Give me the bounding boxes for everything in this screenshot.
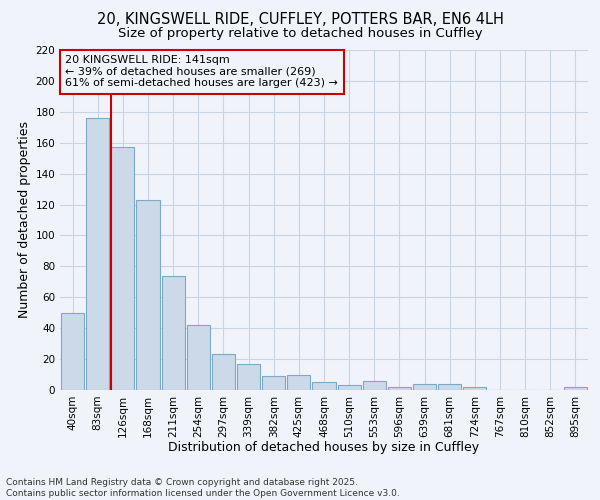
Bar [111, 148, 134, 390]
Bar [463, 387, 487, 390]
Bar [212, 354, 235, 390]
Text: 20 KINGSWELL RIDE: 141sqm
← 39% of detached houses are smaller (269)
61% of semi: 20 KINGSWELL RIDE: 141sqm ← 39% of detac… [65, 55, 338, 88]
Y-axis label: Number of detached properties: Number of detached properties [18, 122, 31, 318]
Bar [237, 364, 260, 390]
Bar [86, 118, 109, 390]
Text: 20, KINGSWELL RIDE, CUFFLEY, POTTERS BAR, EN6 4LH: 20, KINGSWELL RIDE, CUFFLEY, POTTERS BAR… [97, 12, 503, 28]
X-axis label: Distribution of detached houses by size in Cuffley: Distribution of detached houses by size … [169, 441, 479, 454]
Bar [388, 387, 411, 390]
Text: Contains HM Land Registry data © Crown copyright and database right 2025.
Contai: Contains HM Land Registry data © Crown c… [6, 478, 400, 498]
Bar [161, 276, 185, 390]
Bar [262, 376, 285, 390]
Bar [413, 384, 436, 390]
Bar [338, 386, 361, 390]
Bar [136, 200, 160, 390]
Bar [438, 384, 461, 390]
Text: Size of property relative to detached houses in Cuffley: Size of property relative to detached ho… [118, 28, 482, 40]
Bar [313, 382, 335, 390]
Bar [287, 374, 310, 390]
Bar [363, 380, 386, 390]
Bar [187, 325, 210, 390]
Bar [61, 312, 84, 390]
Bar [564, 387, 587, 390]
